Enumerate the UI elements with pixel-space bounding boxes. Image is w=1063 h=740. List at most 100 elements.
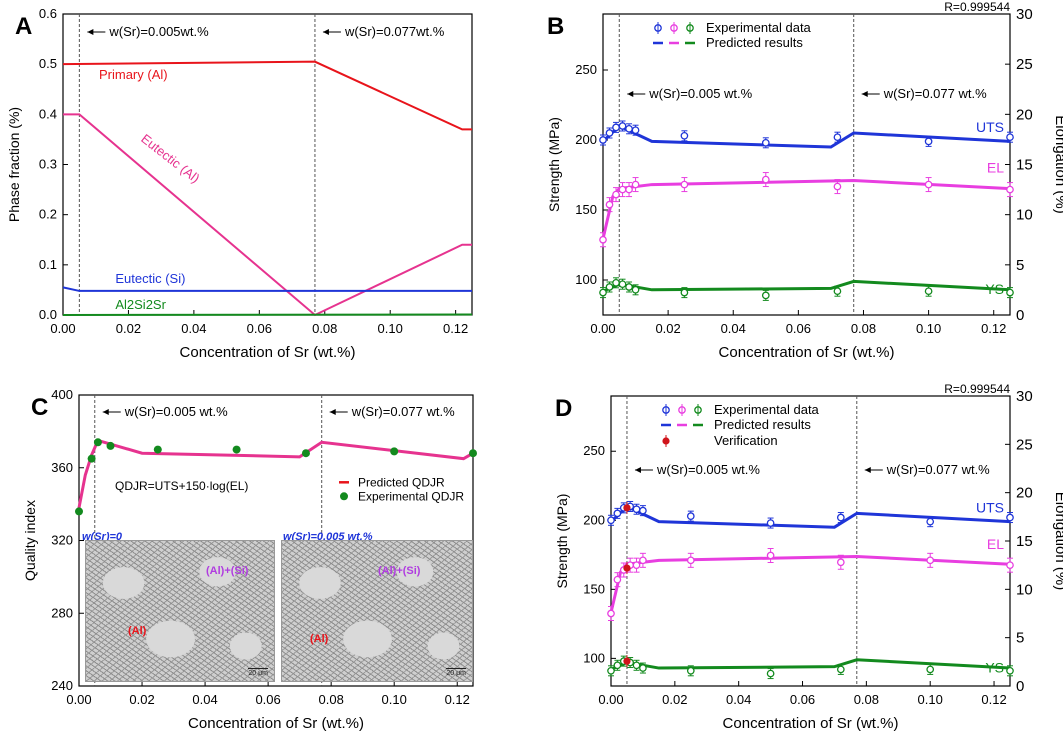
x-axis-label: Concentration of Sr (wt.%) <box>723 715 899 732</box>
x-tick-label: 0.08 <box>851 321 876 336</box>
experimental-point <box>688 668 694 674</box>
experimental-point <box>763 140 769 146</box>
x-tick-label: 0.06 <box>255 692 280 707</box>
x-tick-label: 0.04 <box>192 692 217 707</box>
x-tick-label: 0.10 <box>918 692 943 707</box>
y-tick-label: 0.4 <box>39 106 57 121</box>
panel-letter: B <box>547 13 564 40</box>
x-tick-label: 0.10 <box>382 692 407 707</box>
y-axis-label: Strength (MPa) <box>546 117 562 212</box>
x-tick-label: 0.12 <box>443 321 468 336</box>
experimental-point <box>608 668 614 674</box>
verification-point <box>623 564 630 571</box>
corner-label: R=0.999544 <box>944 0 1010 14</box>
y-tick-label: 0.0 <box>39 307 57 322</box>
x-axis-label: Concentration of Sr (wt.%) <box>719 344 895 361</box>
x-tick-label: 0.00 <box>590 321 615 336</box>
y2-tick-label: 5 <box>1016 630 1024 647</box>
plot-frame <box>603 14 1010 315</box>
experimental-point <box>925 288 931 294</box>
experimental-point <box>763 176 769 182</box>
y-tick-label: 250 <box>575 62 597 77</box>
micro-inset-left: (Al) (Al)+(Si) 20 μm <box>85 540 275 682</box>
x-tick-label: 0.12 <box>445 692 470 707</box>
experimental-point <box>626 186 632 192</box>
corner-label: R=0.999544 <box>944 382 1010 396</box>
series-label-el: EL <box>987 536 1004 552</box>
y-tick-label: 320 <box>51 533 73 548</box>
experimental-point <box>619 186 625 192</box>
x-tick-label: 0.10 <box>378 321 403 336</box>
experimental-point <box>1007 134 1013 140</box>
x-axis-label: Concentration of Sr (wt.%) <box>188 715 364 732</box>
x-tick-label: 0.00 <box>66 692 91 707</box>
experimental-point <box>613 191 619 197</box>
x-tick-label: 0.08 <box>319 692 344 707</box>
marker-label: w(Sr)=0.005 wt.% <box>648 86 752 101</box>
legend-label: Experimental data <box>706 20 812 35</box>
experimental-point <box>302 449 310 457</box>
y2-tick-label: 0 <box>1016 307 1024 324</box>
legend-label: Verification <box>714 433 778 448</box>
y-tick-label: 280 <box>51 605 73 620</box>
y-tick-label: 200 <box>575 132 597 147</box>
y-tick-label: 150 <box>583 581 605 596</box>
experimental-point <box>633 662 639 668</box>
y-tick-label: 100 <box>575 272 597 287</box>
experimental-point <box>927 518 933 524</box>
y2-axis-label: Elongation (%) <box>1052 115 1063 213</box>
experimental-point <box>608 517 614 523</box>
experimental-point <box>640 665 646 671</box>
experimental-point <box>614 510 620 516</box>
x-tick-label: 0.02 <box>116 321 141 336</box>
marker-label: w(Sr)=0.005 wt.% <box>656 462 760 477</box>
y2-tick-label: 30 <box>1016 6 1033 23</box>
y2-tick-label: 20 <box>1016 485 1033 502</box>
y2-tick-label: 15 <box>1016 533 1033 550</box>
marker-arrowhead <box>862 91 868 97</box>
experimental-point <box>626 126 632 132</box>
x-tick-label: 0.06 <box>247 321 272 336</box>
experimental-point <box>600 289 606 295</box>
experimental-point <box>1007 668 1013 674</box>
marker-arrowhead <box>627 91 633 97</box>
experimental-point <box>619 281 625 287</box>
experimental-point <box>632 127 638 133</box>
experimental-point <box>613 124 619 130</box>
experimental-point <box>1007 289 1013 295</box>
experimental-point <box>606 201 612 207</box>
experimental-point <box>767 670 773 676</box>
marker-label: w(Sr)=0.005wt.% <box>108 24 209 39</box>
x-tick-label: 0.04 <box>721 321 746 336</box>
micro-inset-right: (Al) (Al)+(Si) 20 μm <box>281 540 473 682</box>
panel-letter: A <box>15 13 32 40</box>
x-tick-label: 0.12 <box>981 321 1006 336</box>
marker-arrowhead <box>635 467 641 473</box>
verification-point <box>623 658 630 665</box>
x-tick-label: 0.06 <box>790 692 815 707</box>
experimental-point <box>834 183 840 189</box>
y-tick-label: 0.6 <box>39 6 57 21</box>
y-axis-label: Strength (MPa) <box>554 494 570 589</box>
panel-letter: D <box>555 395 572 422</box>
y2-axis-label: Elongation (%) <box>1052 492 1063 590</box>
experimental-point <box>600 237 606 243</box>
experimental-point <box>608 610 614 616</box>
experimental-point <box>632 181 638 187</box>
series-label: Eutectic (Al) <box>138 131 202 186</box>
experimental-point <box>390 447 398 455</box>
y2-tick-label: 10 <box>1016 581 1033 598</box>
legend-label: Experimental data <box>714 402 820 417</box>
y-tick-label: 200 <box>583 512 605 527</box>
y-tick-label: 400 <box>51 387 73 402</box>
x-tick-label: 0.08 <box>312 321 337 336</box>
phase-label-al: (Al) <box>128 625 146 637</box>
y-tick-label: 240 <box>51 678 73 693</box>
predicted-line <box>611 660 1010 670</box>
marker-arrowhead <box>323 29 329 35</box>
y2-tick-label: 0 <box>1016 678 1024 695</box>
y-tick-label: 0.2 <box>39 207 57 222</box>
experimental-point <box>75 507 83 515</box>
x-tick-label: 0.02 <box>129 692 154 707</box>
marker-label: w(Sr)=0.077wt.% <box>344 24 445 39</box>
